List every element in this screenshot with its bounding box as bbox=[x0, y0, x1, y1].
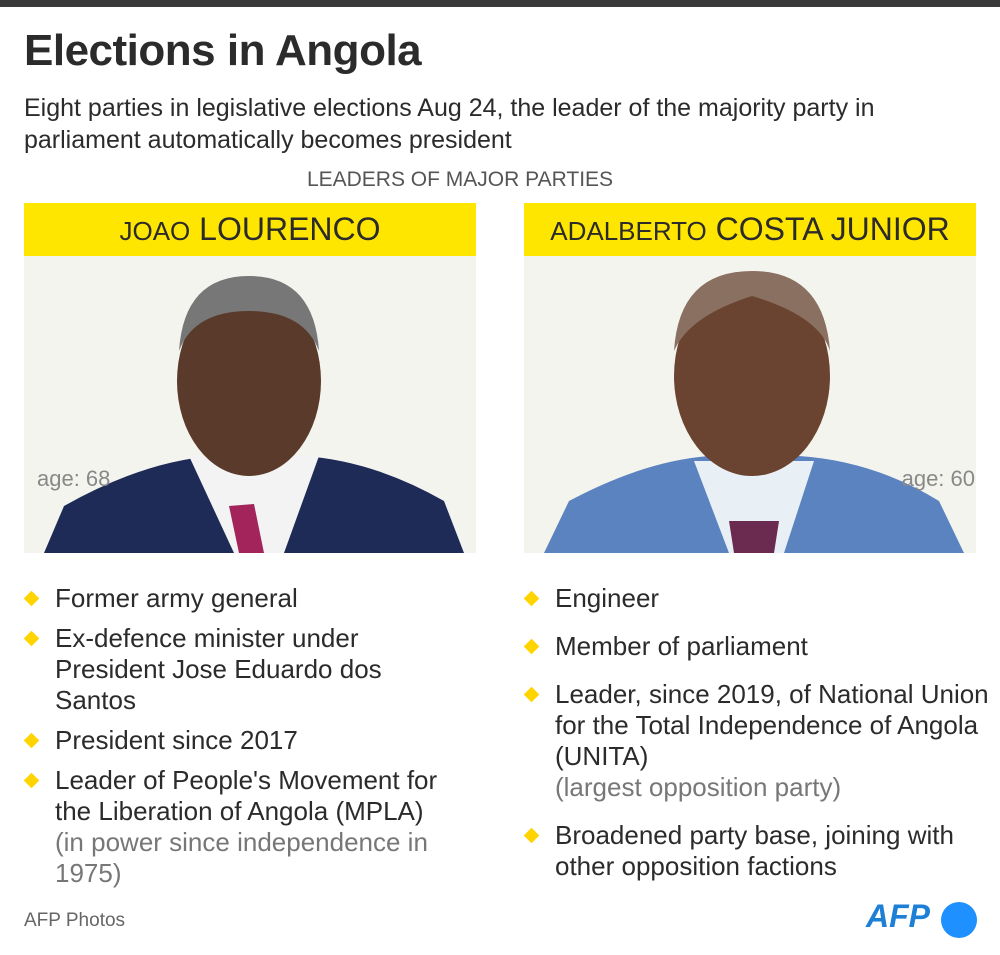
bullet-item: President since 2017 bbox=[23, 725, 464, 756]
credit: AFP Photos bbox=[24, 910, 126, 931]
age-label: age: 68 bbox=[37, 466, 111, 491]
bullet-icon bbox=[523, 827, 540, 844]
bullet-icon bbox=[523, 686, 540, 703]
bullet-item: Leader, since 2019, of National Union fo… bbox=[523, 679, 996, 803]
bullet-icon bbox=[523, 590, 540, 607]
bullet-text: Leader of People's Movement for the Libe… bbox=[55, 765, 438, 826]
bullet-icon bbox=[23, 630, 40, 647]
bullet-text: Member of parliament bbox=[555, 631, 808, 661]
last-name: LOURENCO bbox=[199, 211, 381, 247]
bullet-text: Leader, since 2019, of National Union fo… bbox=[555, 679, 989, 771]
bullet-icon bbox=[523, 638, 540, 655]
bullet-note: (largest opposition party) bbox=[555, 772, 842, 802]
last-name: COSTA JUNIOR bbox=[715, 211, 950, 247]
photo bbox=[524, 256, 976, 553]
bullet-text: President since 2017 bbox=[55, 725, 298, 755]
bullet-note: (in power since independence in 1975) bbox=[55, 827, 428, 888]
bullet-item: Member of parliament bbox=[523, 631, 996, 662]
subtitle: Eight parties in legislative elections A… bbox=[24, 94, 875, 154]
bullet-icon bbox=[23, 732, 40, 749]
bullet-icon bbox=[23, 590, 40, 607]
name-box: JOAO LOURENCO bbox=[24, 203, 476, 256]
bullet-text: Ex-defence minister under President Jose… bbox=[55, 623, 382, 715]
bullet-item: Broadened party base, joining with other… bbox=[523, 820, 996, 882]
bullet-list: Engineer Member of parliament Leader, sinc… bbox=[523, 583, 996, 882]
logo: AFP bbox=[866, 898, 930, 934]
portrait bbox=[44, 276, 464, 553]
bullet-item: Ex-defence minister under President Jose… bbox=[23, 623, 464, 716]
bullet-text: Engineer bbox=[555, 583, 660, 613]
bullet-item: Engineer bbox=[523, 583, 996, 614]
title: Elections in Angola bbox=[24, 26, 422, 75]
logo-dot bbox=[941, 902, 977, 938]
age-label: age: 60 bbox=[901, 466, 975, 491]
first-name: ADALBERTO bbox=[550, 216, 707, 246]
bullet-icon bbox=[23, 772, 40, 789]
bullet-list: Former army general Ex-defence minister u… bbox=[23, 583, 464, 889]
first-name: JOAO bbox=[119, 216, 191, 246]
section-label: LEADERS OF MAJOR PARTIES bbox=[306, 168, 614, 191]
top-bar bbox=[0, 0, 1000, 7]
bullet-text: Former army general bbox=[55, 583, 298, 613]
photo bbox=[24, 256, 476, 553]
bullet-text: Broadened party base, joining with other… bbox=[555, 820, 954, 881]
bullet-item: Leader of People's Movement for the Libe… bbox=[23, 765, 464, 889]
portrait bbox=[544, 271, 964, 553]
bullet-item: Former army general bbox=[23, 583, 464, 614]
name-box: ADALBERTO COSTA JUNIOR bbox=[524, 203, 976, 256]
